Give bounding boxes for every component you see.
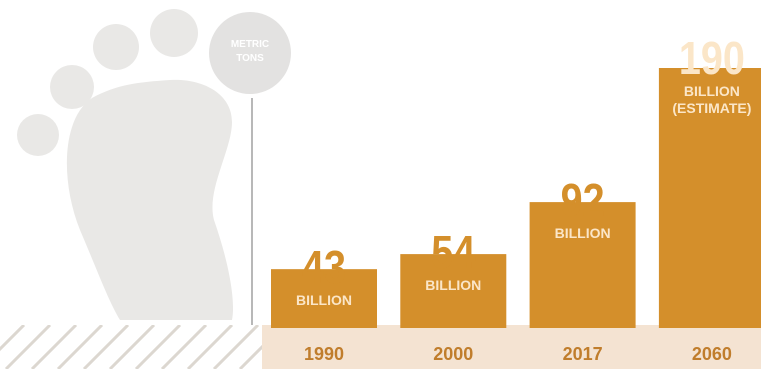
bar-1990 (271, 269, 377, 328)
unit-badge-line2: TONS (236, 53, 264, 64)
value-label-2017: 92 (561, 174, 605, 226)
bar-2000 (400, 254, 507, 328)
x-tick-label-1990: 1990 (304, 344, 344, 364)
bar-unit-label-1990-0: BILLION (296, 292, 352, 308)
unit-badge-line1: METRIC (231, 39, 269, 50)
bar-unit-label-2060-1: (ESTIMATE) (672, 100, 751, 116)
value-label-2000: 54 (431, 226, 475, 278)
bars-group: 43BILLION199054BILLION200092BILLION20171… (271, 32, 761, 364)
bar-unit-label-2060-0: BILLION (684, 83, 740, 99)
footprint-icon (17, 9, 234, 320)
x-tick-label-2017: 2017 (563, 344, 603, 364)
unit-badge: METRIC TONS (209, 12, 291, 94)
value-label-2060: 190 (679, 32, 745, 84)
bar-unit-label-2017-0: BILLION (555, 225, 611, 241)
value-label-1990: 43 (302, 241, 346, 293)
x-tick-label-2060: 2060 (692, 344, 732, 364)
x-tick-label-2000: 2000 (433, 344, 473, 364)
x-axis-band (262, 325, 761, 369)
bar-2060 (658, 68, 761, 328)
ground-hatch (0, 325, 262, 369)
bar-2017 (529, 202, 636, 328)
bar-unit-label-2000-0: BILLION (425, 277, 481, 293)
